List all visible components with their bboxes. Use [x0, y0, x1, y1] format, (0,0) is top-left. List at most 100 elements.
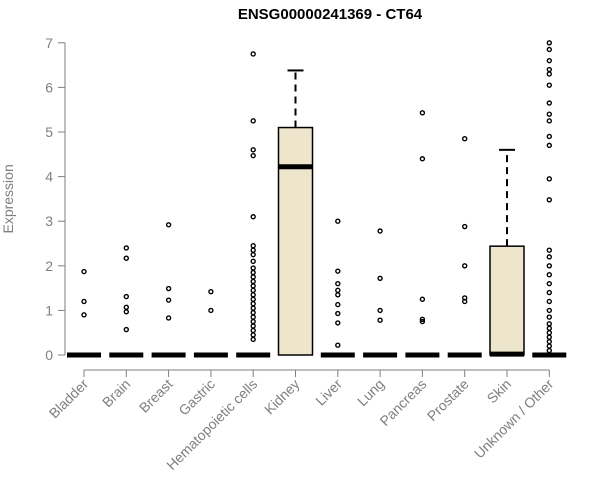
outlier-point: [546, 347, 552, 354]
x-tick-label: Breast: [136, 376, 176, 416]
outlier-point: [123, 255, 130, 261]
outlier-point: [250, 278, 256, 285]
outlier-point: [123, 293, 130, 300]
outlier-point: [546, 100, 552, 106]
outlier-point: [123, 309, 130, 315]
box: [277, 126, 314, 356]
outlier-point: [250, 118, 256, 124]
outlier-point: [250, 318, 256, 325]
outlier-point: [419, 318, 426, 325]
outlier-point: [335, 292, 341, 298]
outlier-point: [250, 323, 256, 329]
outlier-point: [546, 321, 552, 327]
outlier-point: [123, 326, 130, 333]
y-tick-label: 0: [45, 347, 53, 363]
outlier-point: [250, 274, 256, 280]
outlier-point: [546, 334, 552, 340]
outlier-point: [335, 320, 341, 326]
y-tick-label: 5: [45, 124, 53, 140]
outlier-point: [462, 263, 468, 269]
y-tick-label: 4: [45, 169, 53, 185]
outlier-point: [250, 292, 256, 298]
outlier-point: [546, 118, 552, 124]
outlier-point: [250, 258, 256, 265]
outlier-point: [250, 269, 256, 276]
x-tick-label: Kidney: [261, 376, 303, 418]
outlier-point: [546, 330, 552, 336]
outlier-point: [250, 152, 256, 159]
outlier-point: [335, 301, 341, 308]
y-tick-label: 2: [45, 258, 53, 274]
outlier-point: [377, 228, 383, 234]
outlier-point: [546, 111, 552, 117]
outlier-point: [462, 223, 468, 230]
outlier-point: [81, 298, 87, 305]
outlier-point: [250, 251, 256, 258]
outlier-point: [546, 307, 552, 314]
outlier-point: [546, 325, 552, 331]
outlier-point: [546, 298, 552, 305]
outlier-point: [546, 289, 552, 296]
outlier-point: [165, 297, 172, 303]
outlier-point: [250, 243, 256, 249]
outlier-point: [377, 317, 383, 323]
outlier-point: [165, 222, 172, 228]
outlier-point: [546, 133, 552, 140]
outlier-point: [546, 71, 552, 77]
outlier-point: [546, 176, 552, 182]
outlier-point: [250, 332, 256, 338]
box: [489, 245, 525, 356]
outlier-point: [546, 40, 552, 46]
outlier-point: [419, 296, 426, 302]
outlier-point: [419, 316, 426, 323]
outlier-point: [250, 296, 256, 302]
x-tick-label: Skin: [484, 376, 515, 407]
outlier-point: [419, 110, 426, 116]
x-tick-label: Pancreas: [376, 376, 429, 429]
outlier-point: [462, 135, 468, 142]
x-tick-label: Bladder: [46, 376, 92, 422]
outlier-point: [335, 268, 341, 274]
outlier-point: [81, 312, 87, 318]
x-tick-label: Prostate: [424, 376, 472, 424]
outlier-point: [546, 57, 552, 64]
chart-title: ENSG00000241369 - CT64: [237, 6, 423, 23]
x-tick-label: Brain: [99, 376, 133, 410]
x-tick-label: Liver: [312, 376, 345, 409]
outlier-point: [546, 142, 552, 149]
outlier-point: [419, 156, 426, 162]
outlier-point: [546, 66, 552, 73]
outlier-point: [208, 288, 214, 295]
outlier-point: [250, 247, 256, 253]
outlier-point: [123, 304, 130, 310]
outlier-point: [81, 268, 87, 275]
outlier-point: [250, 301, 256, 307]
outlier-point: [546, 314, 552, 320]
outlier-point: [250, 314, 256, 320]
y-tick-label: 7: [45, 35, 53, 51]
x-tick-label: Lung: [354, 376, 387, 409]
outlier-point: [208, 307, 214, 314]
y-tick-label: 6: [45, 79, 53, 95]
outlier-point: [546, 254, 552, 260]
outlier-point: [546, 247, 552, 253]
outlier-point: [546, 343, 552, 349]
outlier-point: [377, 275, 383, 281]
outlier-point: [335, 310, 341, 317]
outlier-point: [335, 287, 341, 294]
outlier-point: [165, 315, 172, 321]
outlier-point: [250, 283, 256, 289]
outlier-point: [250, 51, 256, 57]
outlier-point: [250, 336, 256, 343]
outlier-point: [165, 285, 172, 292]
outlier-point: [250, 287, 256, 294]
outlier-point: [546, 338, 552, 345]
outlier-point: [377, 307, 383, 314]
x-tick-label: Unknown / Other: [471, 376, 557, 462]
outlier-point: [250, 214, 256, 220]
outlier-point: [250, 147, 256, 153]
outlier-point: [546, 82, 552, 88]
outlier-point: [462, 295, 468, 301]
outlier-point: [123, 245, 130, 251]
